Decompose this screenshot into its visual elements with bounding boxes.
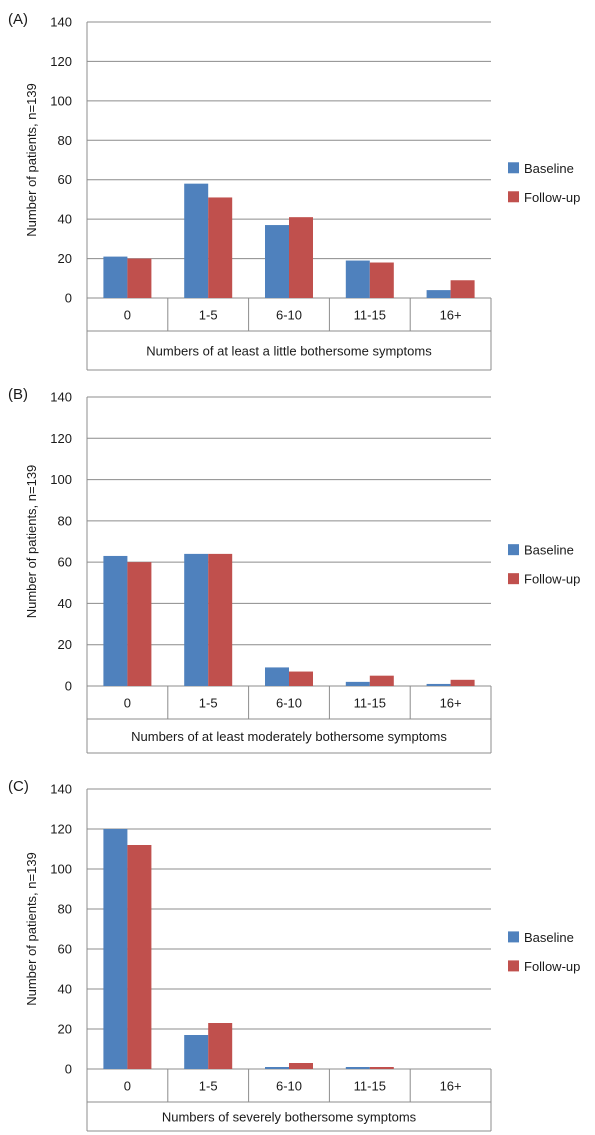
y-tick-label: 20	[58, 637, 72, 652]
legend-swatch-followup	[508, 960, 519, 972]
y-tick-label: 40	[58, 212, 72, 227]
bar-followup	[369, 675, 394, 686]
bar-followup	[450, 679, 475, 686]
legend-label-followup: Follow-up	[524, 190, 580, 205]
x-axis-title: Numbers of severely bothersome symptoms	[162, 1110, 417, 1125]
bar-baseline	[103, 555, 128, 686]
legend-label-baseline: Baseline	[524, 161, 574, 176]
legend-label-baseline: Baseline	[524, 543, 574, 558]
y-tick-label: 120	[50, 431, 72, 446]
bar-followup	[289, 1063, 313, 1069]
bar-followup	[127, 845, 152, 1069]
y-tick-label: 60	[58, 942, 72, 957]
y-tick-label: 40	[58, 982, 72, 997]
bar-baseline	[345, 681, 370, 686]
bar-baseline	[426, 290, 451, 298]
x-category-label: 0	[124, 308, 131, 323]
x-category-label: 6-10	[276, 696, 302, 711]
x-category-label: 11-15	[354, 1079, 386, 1094]
bar-followup	[208, 553, 233, 686]
bar-followup	[369, 1067, 394, 1069]
x-category-label: 11-15	[354, 696, 386, 711]
legend-swatch-baseline	[508, 162, 519, 174]
y-tick-label: 20	[58, 251, 72, 266]
x-category-label: 0	[124, 1079, 131, 1094]
bar-followup	[289, 671, 313, 686]
bar-baseline	[103, 829, 128, 1069]
y-tick-label: 80	[58, 513, 72, 528]
bar-followup	[289, 217, 313, 298]
bar-followup	[450, 280, 475, 298]
bar-followup	[127, 258, 152, 298]
x-category-label: 16+	[440, 308, 462, 323]
y-tick-label: 40	[58, 596, 72, 611]
panel-label: (B)	[8, 386, 28, 403]
bar-baseline	[265, 667, 289, 686]
bar-baseline	[345, 1067, 370, 1069]
legend-label-baseline: Baseline	[524, 930, 574, 945]
bar-followup	[208, 1023, 233, 1069]
y-tick-label: 140	[50, 782, 72, 797]
y-tick-label: 80	[58, 133, 72, 148]
bar-baseline	[184, 183, 209, 298]
legend-swatch-baseline	[508, 544, 519, 556]
bar-followup	[208, 197, 233, 298]
y-tick-label: 0	[65, 291, 72, 306]
y-tick-label: 100	[50, 862, 72, 877]
x-category-label: 0	[124, 696, 131, 711]
x-category-label: 1-5	[199, 308, 218, 323]
panel-label: (A)	[8, 11, 28, 28]
bar-baseline	[265, 225, 289, 298]
y-axis-title: Number of patients, n=139	[24, 465, 39, 619]
bar-baseline	[184, 1035, 209, 1069]
x-category-label: 1-5	[199, 696, 218, 711]
y-axis-title: Number of patients, n=139	[24, 83, 39, 237]
y-tick-label: 120	[50, 822, 72, 837]
x-category-label: 11-15	[354, 308, 386, 323]
y-tick-label: 140	[50, 15, 72, 30]
y-tick-label: 20	[58, 1022, 72, 1037]
bar-followup	[127, 562, 152, 686]
x-category-label: 6-10	[276, 1079, 302, 1094]
y-tick-label: 120	[50, 54, 72, 69]
legend-swatch-followup	[508, 573, 519, 585]
chart-panel-c: (C) 0 20 40 60 80 100 120 140 Number of patients,…	[8, 778, 580, 1132]
bar-baseline	[345, 260, 370, 298]
legend-swatch-followup	[508, 191, 519, 203]
y-tick-label: 60	[58, 172, 72, 187]
legend-label-followup: Follow-up	[524, 959, 580, 974]
bar-baseline	[184, 553, 209, 686]
bar-baseline	[265, 1067, 289, 1069]
bar-followup	[369, 262, 394, 298]
x-category-label: 6-10	[276, 308, 302, 323]
y-tick-label: 80	[58, 902, 72, 917]
y-tick-label: 0	[65, 679, 72, 694]
bar-baseline	[103, 256, 128, 298]
y-tick-label: 100	[50, 472, 72, 487]
y-axis-title: Number of patients, n=139	[24, 852, 39, 1006]
legend-swatch-baseline	[508, 931, 519, 943]
bar-baseline	[426, 683, 451, 686]
y-tick-label: 140	[50, 390, 72, 405]
legend-label-followup: Follow-up	[524, 572, 580, 587]
x-axis-title: Numbers of at least moderately bothersom…	[131, 729, 447, 744]
x-axis-title: Numbers of at least a little bothersome …	[146, 344, 432, 359]
chart-panel-a: (A) 0 20 40 60 80 100 120 140 Number of patients,…	[8, 11, 580, 371]
y-tick-label: 100	[50, 93, 72, 108]
y-tick-label: 0	[65, 1062, 72, 1077]
y-tick-label: 60	[58, 555, 72, 570]
chart-panel-b: (B) 0 20 40 60 80 100 120 140 Number of patients,…	[8, 386, 580, 754]
x-category-label: 1-5	[199, 1079, 218, 1094]
x-category-label: 16+	[440, 696, 462, 711]
panel-label: (C)	[8, 778, 29, 795]
x-category-label: 16+	[440, 1079, 462, 1094]
